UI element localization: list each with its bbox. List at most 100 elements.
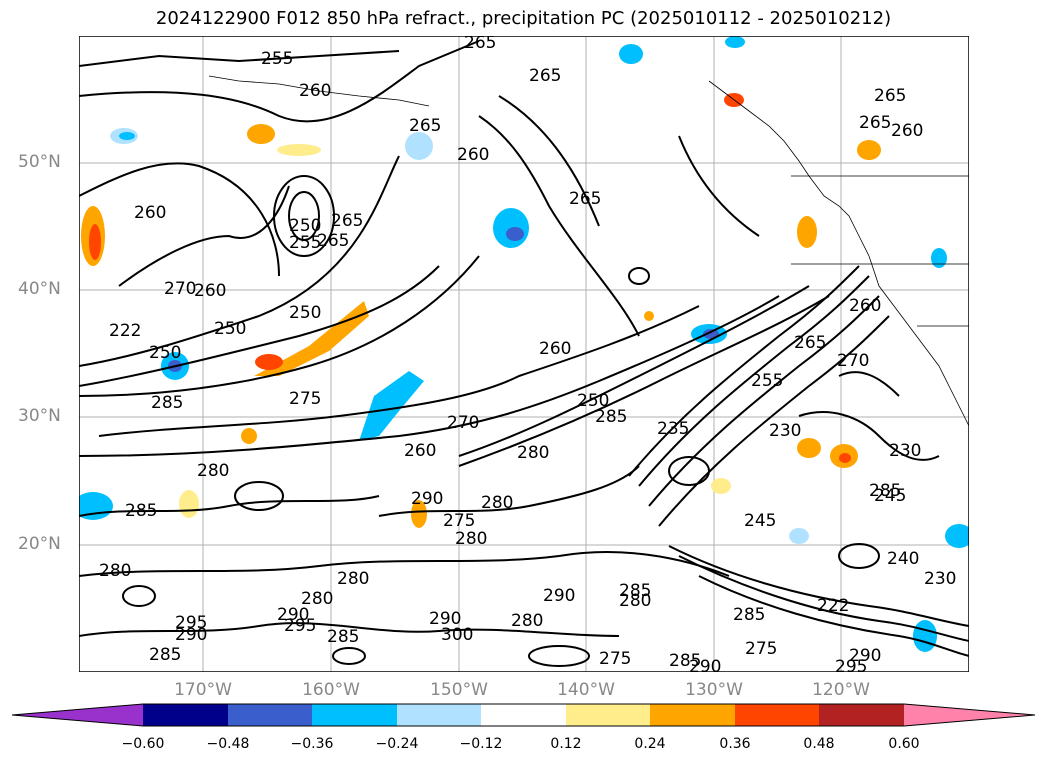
contour-labels: 255 265 265 260 265 260 265 265 260 265 … [99, 36, 956, 672]
contour-label: 255 [261, 49, 293, 69]
contour-label: 285 [619, 581, 651, 601]
precip-positive-shading [81, 93, 881, 528]
contour-label: 280 [481, 493, 513, 513]
contour-label: 270 [164, 279, 196, 299]
lat-label-30n: 30°N [18, 406, 61, 426]
colorbar-tick: 0.12 [550, 736, 582, 752]
colorbar-segments [12, 704, 1035, 726]
contour-label: 290 [689, 657, 721, 672]
contour-label: 235 [657, 419, 689, 439]
contour-label: 285 [595, 407, 627, 427]
lat-label-40n: 40°N [18, 279, 61, 299]
colorbar-tick: 0.24 [634, 736, 666, 752]
contour-label: 285 [733, 605, 765, 625]
colorbar-tick: 0.60 [888, 736, 920, 752]
contour-label: 245 [874, 486, 906, 506]
contour-label: 265 [331, 211, 363, 231]
contour-label: 285 [125, 501, 157, 521]
colorbar-segment [312, 704, 397, 726]
contour-label: 260 [539, 339, 571, 359]
contour-label: 290 [543, 586, 575, 606]
contour-label: 280 [301, 589, 333, 609]
contour-label: 260 [457, 145, 489, 165]
lon-label-150w: 150°W [430, 680, 488, 700]
colorbar-segment [397, 704, 481, 726]
contour-label: 265 [529, 66, 561, 86]
contour-label: 300 [441, 625, 473, 645]
contour-label: 265 [317, 231, 349, 251]
contour-label: 275 [745, 639, 777, 659]
contour-label: 290 [429, 609, 461, 629]
colorbar-tick: −0.48 [206, 736, 250, 752]
contour-label: 265 [794, 333, 826, 353]
lat-label-50n: 50°N [18, 152, 61, 172]
contour-label: 285 [669, 651, 701, 671]
contour-label: 245 [744, 511, 776, 531]
contour-label: 280 [99, 561, 131, 581]
contour-label: 255 [751, 371, 783, 391]
colorbar-tick: 0.48 [803, 736, 835, 752]
contour-label: 295 [284, 616, 316, 636]
lon-label-130w: 130°W [685, 680, 743, 700]
colorbar-segment [228, 704, 312, 726]
contour-label: 280 [455, 529, 487, 549]
contour-label: 250 [577, 391, 609, 411]
colorbar-tick: −0.12 [459, 736, 503, 752]
colorbar-tick: −0.60 [121, 736, 165, 752]
lat-label-20n: 20°N [18, 534, 61, 554]
contour-label: 280 [511, 611, 543, 631]
contour-label: 280 [197, 461, 229, 481]
contour-label: 290 [411, 489, 443, 509]
contour-label: 290 [175, 625, 207, 645]
contour-label: 285 [151, 393, 183, 413]
contour-label: 250 [289, 216, 321, 236]
contour-label: 280 [337, 569, 369, 589]
colorbar-segment [143, 704, 228, 726]
contour-label: 265 [859, 113, 891, 133]
contour-label: 295 [835, 657, 867, 672]
contour-label: 260 [194, 281, 226, 301]
contour-label: 260 [849, 296, 881, 316]
contour-label: 265 [874, 86, 906, 106]
colorbar-segment [735, 704, 819, 726]
refractivity-contours [79, 40, 969, 667]
colorbar-tick: −0.24 [375, 736, 419, 752]
contour-label: 265 [464, 36, 496, 53]
contour-label: 230 [924, 569, 956, 589]
colorbar [11, 703, 1036, 727]
contour-label: 265 [569, 189, 601, 209]
contour-label: 295 [175, 613, 207, 633]
contour-label: 270 [837, 351, 869, 371]
contour-label: 285 [149, 645, 181, 665]
graticule [79, 36, 969, 672]
contour-label: 270 [447, 413, 479, 433]
contour-label: 255 [289, 233, 321, 253]
contour-label: 222 [817, 596, 849, 616]
contour-label: 260 [404, 441, 436, 461]
contour-label: 260 [134, 203, 166, 223]
colorbar-segment [650, 704, 735, 726]
contour-label: 290 [849, 646, 881, 666]
map-plot: 255 265 265 260 265 260 265 265 260 265 … [79, 36, 969, 672]
colorbar-segment [819, 704, 904, 726]
contour-label: 222 [109, 321, 141, 341]
lon-label-140w: 140°W [557, 680, 615, 700]
contour-label: 275 [599, 649, 631, 669]
lon-label-160w: 160°W [302, 680, 360, 700]
contour-label: 285 [327, 627, 359, 647]
contour-label: 240 [887, 549, 919, 569]
colorbar-segment [566, 704, 650, 726]
contour-label: 275 [289, 389, 321, 409]
map-border [79, 36, 969, 672]
contour-label: 285 [869, 481, 901, 501]
contour-label: 280 [517, 443, 549, 463]
contour-label: 250 [149, 343, 181, 363]
colorbar-tick: −0.36 [290, 736, 334, 752]
lon-label-120w: 120°W [812, 680, 870, 700]
contour-label: 265 [409, 116, 441, 136]
colorbar-tick: 0.36 [719, 736, 751, 752]
map-title: 2024122900 F012 850 hPa refract., precip… [155, 8, 892, 29]
contour-label: 260 [299, 81, 331, 101]
contour-label: 250 [289, 303, 321, 323]
contour-label: 260 [891, 121, 923, 141]
